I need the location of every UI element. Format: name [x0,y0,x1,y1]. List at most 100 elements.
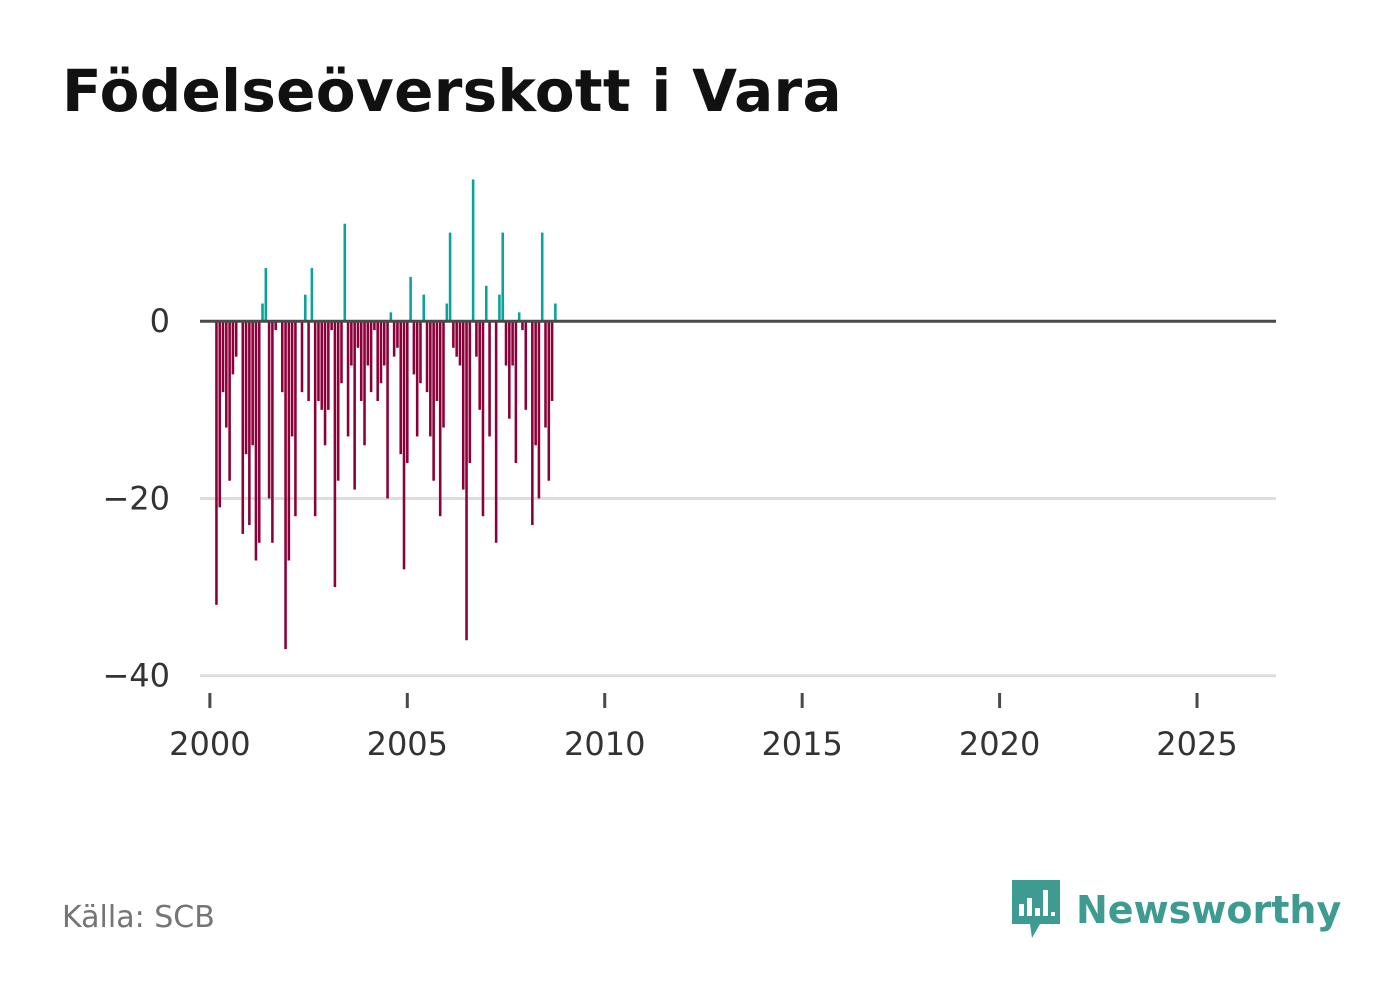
grid-lines [200,496,1276,678]
bar-negative [287,321,291,561]
bar-negative [435,321,439,401]
bar-negative [215,321,218,605]
bar-negative [340,321,343,384]
bar-negative [537,321,541,499]
bar-negative [458,321,462,366]
bar-negative [429,321,432,437]
x-tick-label: 2015 [761,725,842,763]
bar-positive [343,223,347,322]
brand-name: Newsworthy [1076,888,1342,932]
newsworthy-logo-icon [1012,880,1060,938]
bar-negative [320,321,324,410]
y-axis-labels: 0 −20 −40 [102,302,170,694]
bar-negative [244,321,248,455]
x-tick-label: 2020 [959,725,1040,763]
bar-negative [333,321,337,588]
bar-negative [514,321,518,464]
bar-negative [248,321,251,526]
bar-negative [475,321,478,357]
source-note: Källa: SCB [62,900,215,935]
x-tick-label: 2000 [169,725,250,763]
bar-negative [271,321,274,543]
bar-negative [402,321,406,570]
x-tick-label: 2025 [1156,725,1237,763]
bar-negative [313,321,317,517]
x-axis: 2000 2005 2010 2015 2020 2025 [169,693,1238,763]
bar-positive [501,232,505,322]
bar-negative [524,321,528,410]
bar-positive [264,268,268,322]
bar-negative [369,321,373,393]
bar-negative [280,321,284,393]
bar-negative [356,321,360,348]
bar-positive [517,312,521,322]
bar-negative [508,321,511,419]
bar-negative [307,321,310,401]
bar-negative [379,321,383,384]
bar-positive [389,312,393,322]
bar-negative [419,321,422,384]
bar-negative [218,321,222,508]
chart-title: Födelseöverskott i Vara [62,57,842,125]
bar-negative [350,321,353,366]
bar-positive [261,303,264,322]
bar-negative [346,321,350,437]
bar-negative [336,321,340,481]
bar-negative [323,321,327,446]
bar-negative [330,321,333,331]
bar-negative [412,321,416,375]
bar-negative [415,321,419,437]
bar-negative [382,321,386,366]
bar-negative [327,321,330,410]
bar-negative [511,321,514,366]
bar-negative [521,321,524,331]
y-tick-label: 0 [150,302,170,340]
bar-positive [304,294,307,322]
bar-negative [359,321,363,401]
bar-negative [406,321,409,464]
newsworthy-logo: Newsworthy [1010,878,1341,942]
bar-negative [386,321,389,499]
bar-negative [547,321,551,481]
y-tick-label: −20 [102,479,170,517]
bar-negative [274,321,277,331]
bar-positive [310,268,314,322]
bar-negative [478,321,481,410]
bar-negative [366,321,370,366]
bar-negative [221,321,225,393]
bar-negative [284,321,287,650]
bar-negative [452,321,455,348]
bar-negative [432,321,435,481]
bar-negative [317,321,320,401]
bar-negative [442,321,445,428]
bar-negative [425,321,429,393]
bar-negative [550,321,554,401]
bar-negative [300,321,304,393]
bar-positive [498,294,501,322]
bar-negative [399,321,403,455]
bar-negative [544,321,547,428]
bar-negative [376,321,379,401]
bar-negative [254,321,258,561]
bar-negative [396,321,399,348]
bar-negative [353,321,356,490]
y-tick-label: −40 [102,657,170,695]
bar-negative [231,321,235,375]
bar-positive [422,294,426,322]
bar-negative [294,321,297,517]
bar-negative [363,321,366,446]
bar-negative [504,321,508,366]
bar-negative [468,321,472,464]
bar-negative [461,321,465,490]
bar-positive [540,232,544,322]
x-tick-label: 2005 [367,725,448,763]
bar-positive [554,303,557,322]
bar-negative [228,321,231,481]
bar-negative [531,321,534,526]
bar-negative [534,321,537,446]
bar-negative [234,321,238,357]
bar-positive [409,276,412,322]
bar-positive [484,285,488,322]
bar-negative [392,321,396,357]
